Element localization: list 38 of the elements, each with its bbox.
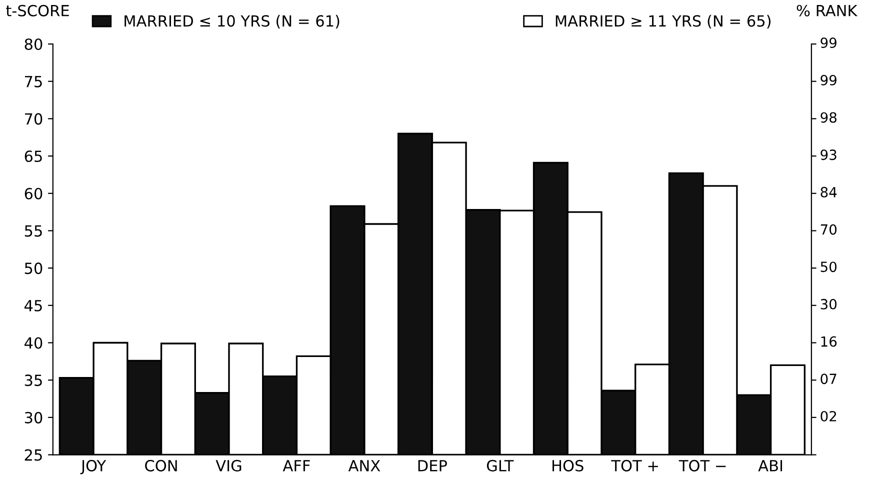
- y-tick-label: 30: [24, 412, 42, 424]
- legend-label: MARRIED ≤ 10 YRS (N = 61): [124, 14, 340, 29]
- text: 99: [820, 38, 836, 48]
- y-tick-label: 50: [24, 262, 42, 274]
- x-tick-label: ABI: [758, 460, 782, 472]
- x-tick-label: GLT: [486, 460, 514, 472]
- x-tick-label: TOT −: [678, 460, 726, 472]
- y-tick-label: 35: [24, 374, 42, 386]
- y2-axis-title: % RANK: [796, 4, 858, 16]
- text: 70: [820, 224, 837, 235]
- y-tick-label: 55: [24, 225, 42, 237]
- y-tick-label: 60: [24, 188, 42, 200]
- y-tick-label: 65: [24, 150, 42, 162]
- text: 98: [820, 112, 836, 123]
- x-tick-label: CON: [145, 460, 177, 472]
- y-axis-title: t-SCORE: [6, 4, 69, 16]
- text: 30: [820, 298, 837, 310]
- y-tick-label: 75: [25, 76, 42, 88]
- text: 02: [820, 410, 836, 422]
- x-tick-label: AFF: [282, 460, 310, 472]
- y-tick-label: 45: [24, 300, 42, 312]
- text: 99: [820, 74, 836, 86]
- x-tick-label: DEP: [418, 460, 447, 472]
- x-tick-label: HOS: [552, 460, 584, 472]
- text: 93: [820, 150, 836, 160]
- x-tick-label: VIG: [216, 460, 242, 472]
- text: 07: [820, 374, 836, 384]
- y-tick-label: 70: [25, 113, 42, 125]
- y-tick-label: 80: [24, 38, 42, 50]
- x-tick-label: JOY: [80, 460, 106, 474]
- text: 16: [821, 336, 837, 347]
- x-tick-label: TOT +: [611, 460, 658, 472]
- text: 50: [820, 262, 837, 272]
- y-tick-label: 25: [24, 449, 42, 461]
- x-tick-label: ANX: [348, 460, 380, 472]
- y-tick-label: 40: [24, 337, 42, 349]
- text: 84: [820, 186, 837, 198]
- legend-label: MARRIED ≥ 11 YRS (N = 65): [556, 14, 770, 29]
